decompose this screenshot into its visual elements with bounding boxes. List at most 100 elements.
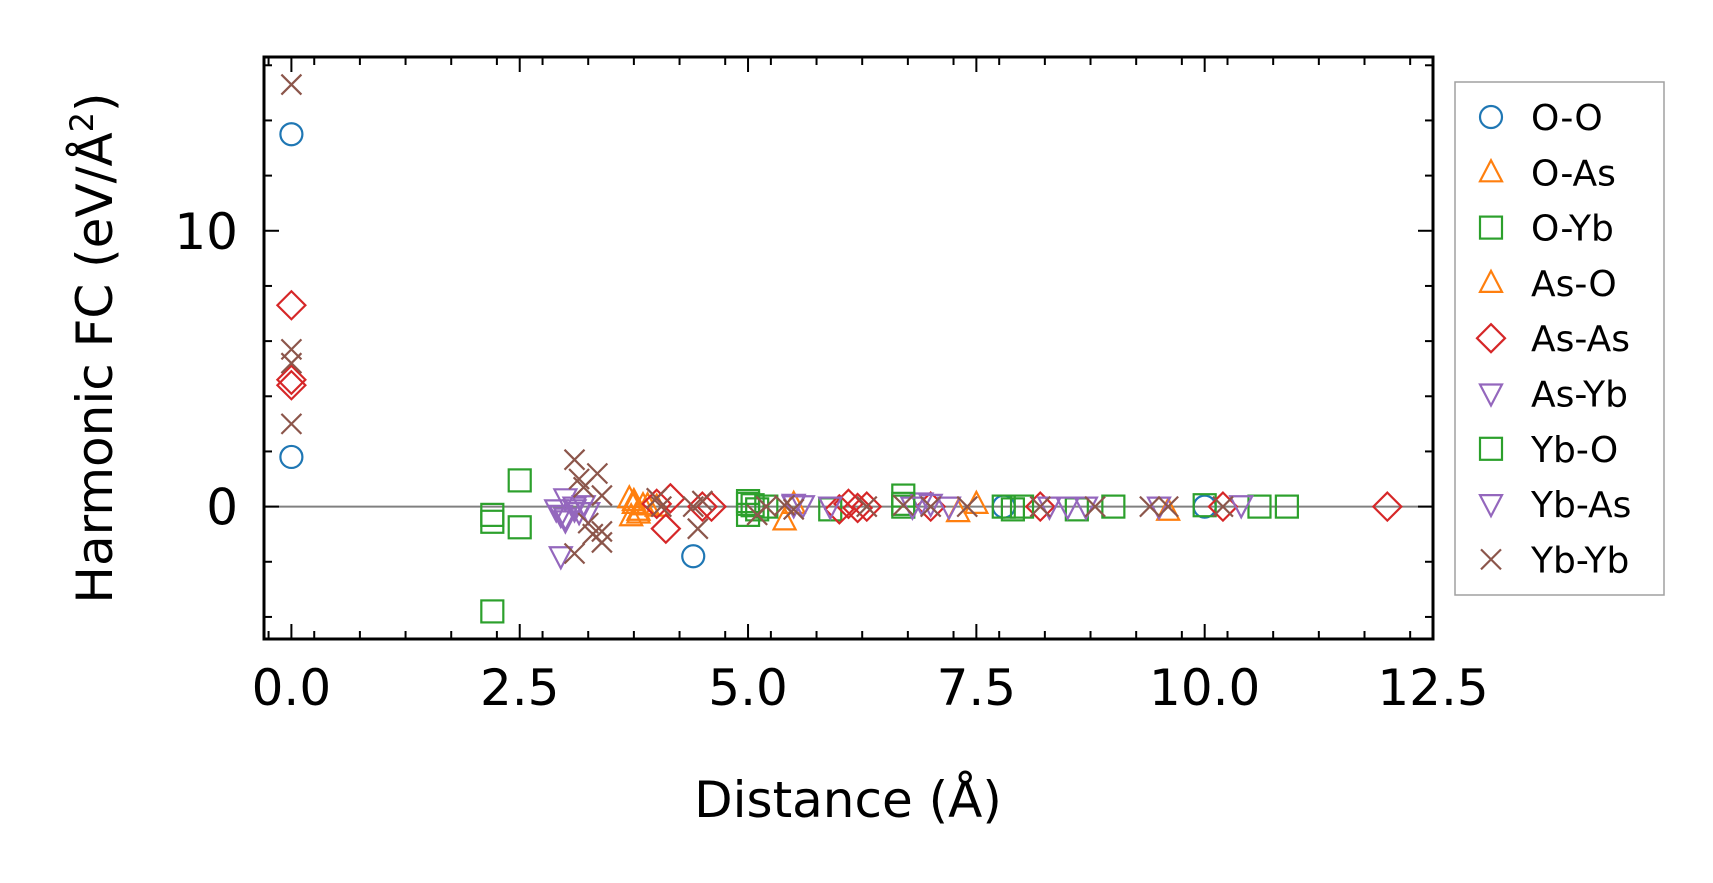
data-point-yb-yb-23 (855, 495, 878, 518)
data-point-as-yb-8 (547, 546, 574, 571)
legend-marker-yb-o (1478, 436, 1504, 461)
legend-entry-as-as: As-As (1475, 319, 1630, 360)
legend-label-o-yb: O-Yb (1531, 209, 1614, 250)
x-axis-label: Distance (Å) (694, 771, 1002, 829)
data-point-yb-yb-25 (919, 495, 942, 518)
data-point-yb-yb-13 (591, 531, 613, 554)
data-point-yb-yb-26 (956, 495, 979, 518)
legend-marker-o-o (1478, 104, 1504, 130)
data-point-yb-yb-20 (755, 495, 778, 518)
data-point-o-yb-16 (1192, 493, 1217, 518)
data-point-as-as-8 (823, 493, 855, 525)
legend-marker-as-o (1478, 268, 1504, 293)
data-point-o-yb-12 (991, 494, 1016, 519)
legend-marker-as-as (1475, 322, 1507, 354)
data-point-as-as-15 (1371, 491, 1403, 523)
data-point-as-yb-1 (547, 504, 574, 530)
series-yb-yb (280, 73, 1234, 565)
legend-box (1454, 81, 1665, 596)
data-point-yb-yb-12 (563, 542, 586, 565)
data-point-as-o-2 (630, 490, 656, 516)
plot-area (264, 73, 1433, 624)
data-point-o-o-1 (279, 444, 304, 470)
data-point-yb-yb-15 (650, 495, 673, 518)
legend-label-o-as: O-As (1531, 153, 1616, 194)
data-point-yb-yb-28 (1084, 495, 1106, 518)
legend-label-as-yb: As-Yb (1531, 375, 1628, 416)
data-point-o-yb-3 (507, 468, 532, 493)
data-point-yb-as-4 (1054, 496, 1081, 521)
x-tick-label: 10.0 (1149, 659, 1260, 717)
y-axis-label-superscript: 2 (63, 112, 101, 132)
legend-label-yb-as: Yb-As (1530, 485, 1631, 526)
data-point-as-as-6 (686, 491, 718, 523)
legend-entry-as-o: As-O (1478, 264, 1617, 305)
axis-ticks: 0.0 2.5 5.0 7.5 10.0 12.5 0 10 (174, 57, 1489, 717)
data-point-as-as-2 (275, 369, 307, 401)
legend-label-o-o: O-O (1531, 98, 1603, 139)
legend-marker-yb-yb (1480, 548, 1502, 571)
legend-entry-yb-o: Yb-O (1478, 430, 1618, 471)
data-point-o-as-9 (1155, 496, 1181, 521)
x-tick-label: 5.0 (708, 659, 788, 717)
y-axis-label-main: Harmonic FC (eV/Å (66, 132, 124, 603)
data-point-o-yb-15 (1101, 494, 1126, 519)
legend-entry-o-yb: O-Yb (1478, 209, 1614, 250)
y-axis-label: Harmonic FC (eV/Å2) (63, 92, 124, 603)
y-axis-label-close: ) (66, 92, 124, 112)
data-point-yb-yb-11 (591, 520, 613, 543)
x-tick-label: 12.5 (1377, 659, 1488, 717)
data-point-o-yb-8 (754, 494, 779, 519)
data-point-as-yb-7 (575, 502, 602, 527)
data-point-o-yb-18 (1274, 494, 1299, 519)
plot-frame (262, 55, 1435, 641)
legend-marker-yb-as (1478, 494, 1504, 519)
data-point-o-as-5 (771, 506, 798, 531)
data-point-as-as-1 (275, 364, 307, 396)
data-point-o-yb-13 (1000, 497, 1025, 522)
data-point-yb-yb-10 (591, 484, 613, 507)
data-point-yb-yb-30 (1157, 495, 1179, 518)
data-point-yb-yb-18 (691, 490, 714, 512)
data-point-yb-yb-9 (586, 462, 609, 485)
legend-entry-as-yb: As-Yb (1478, 375, 1628, 416)
legend-entry-yb-yb: Yb-Yb (1480, 540, 1629, 581)
data-point-yb-yb-31 (1212, 495, 1234, 518)
data-point-yb-yb-17 (687, 517, 709, 540)
data-point-as-as-0 (275, 289, 307, 321)
legend-entry-yb-as: Yb-As (1478, 485, 1631, 526)
legend-label-as-o: As-O (1531, 264, 1617, 305)
legend-marker-o-as (1478, 157, 1504, 183)
legend-marker-as-yb (1478, 383, 1504, 408)
legend-entry-o-o: O-O (1478, 98, 1603, 139)
data-point-as-as-11 (851, 491, 883, 523)
y-tick-label: 0 (206, 479, 238, 537)
data-point-yb-as-1 (561, 499, 588, 524)
data-point-o-yb-4 (507, 515, 532, 540)
y-tick-label: 10 (174, 203, 238, 261)
x-tick-label: 0.0 (252, 659, 332, 717)
data-point-yb-o-3 (1009, 494, 1035, 519)
legend: O-O O-As O-Yb As-O As-As As-Yb Yb-O Yb-As Yb-Yb (1454, 81, 1665, 596)
data-point-yb-yb-4 (563, 448, 586, 471)
data-point-o-yb-17 (1247, 494, 1272, 519)
data-point-as-yb-14 (936, 496, 962, 521)
data-point-as-as-13 (1024, 491, 1056, 523)
x-tick-label: 2.5 (480, 659, 560, 717)
legend-label-as-as: As-As (1531, 319, 1630, 360)
data-point-o-o-0 (279, 122, 304, 147)
data-point-as-yb-11 (817, 496, 844, 521)
data-point-as-as-10 (842, 492, 874, 524)
data-point-o-yb-2 (480, 599, 505, 624)
legend-entry-o-as: O-As (1478, 153, 1616, 194)
data-point-yb-o-0 (735, 491, 761, 516)
data-point-yb-yb-3 (280, 413, 303, 435)
data-point-yb-yb-27 (1029, 495, 1052, 518)
data-point-yb-yb-29 (1139, 495, 1161, 518)
legend-label-yb-yb: Yb-Yb (1530, 540, 1629, 581)
data-point-yb-o-2 (891, 491, 916, 516)
data-point-o-o-2 (681, 544, 706, 569)
